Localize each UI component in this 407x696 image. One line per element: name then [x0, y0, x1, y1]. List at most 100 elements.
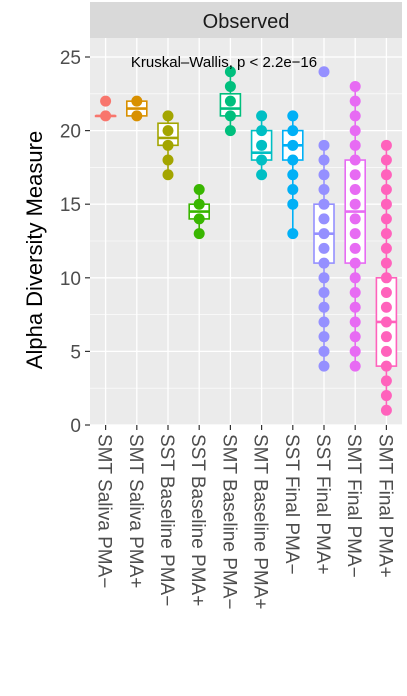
x-tick-label: SST Baseline PMA+ [187, 434, 208, 606]
data-point [318, 272, 330, 284]
data-point [162, 125, 174, 137]
data-point [349, 139, 361, 151]
data-point [349, 331, 361, 343]
data-point [318, 228, 330, 240]
data-point [287, 139, 299, 151]
data-point [380, 404, 392, 416]
x-tick-label: SMT Saliva PMA− [94, 434, 115, 588]
y-axis: 0 5 10 15 20 25 [60, 48, 90, 437]
data-point [349, 80, 361, 92]
data-point [287, 228, 299, 240]
data-point [380, 331, 392, 343]
box-group [344, 80, 367, 372]
data-point [349, 287, 361, 299]
y-tick-label: 10 [60, 269, 81, 290]
data-point [349, 345, 361, 357]
data-point [380, 183, 392, 195]
data-point [318, 345, 330, 357]
y-tick-label: 5 [70, 342, 81, 363]
y-axis-label: Alpha Diversity Measure [22, 131, 47, 369]
data-point [380, 213, 392, 225]
data-point [318, 139, 330, 151]
data-point [318, 154, 330, 166]
box-group [188, 183, 210, 240]
box-group [94, 95, 117, 122]
y-tick-label: 0 [70, 416, 81, 437]
y-tick-label: 15 [60, 195, 81, 216]
data-point [349, 169, 361, 181]
data-point [162, 169, 174, 181]
data-point [380, 242, 392, 254]
data-point [380, 198, 392, 210]
box-group [313, 66, 335, 372]
data-point [256, 154, 268, 166]
data-point [256, 125, 268, 137]
data-point [162, 139, 174, 151]
data-point [380, 139, 392, 151]
x-tick-label: SST Baseline PMA− [156, 434, 177, 606]
data-point [380, 257, 392, 269]
data-point [162, 110, 174, 122]
box-group [250, 110, 273, 181]
data-point [349, 242, 361, 254]
data-point [380, 390, 392, 402]
box-group [281, 110, 304, 240]
data-point [349, 95, 361, 107]
data-point [287, 110, 299, 122]
data-point [318, 257, 330, 269]
data-point [287, 198, 299, 210]
data-point [318, 198, 330, 210]
data-point [224, 80, 236, 92]
facet-title: Observed [203, 11, 290, 33]
data-point [349, 213, 361, 225]
data-point [287, 125, 299, 137]
facet-strip [90, 2, 402, 38]
data-point [318, 242, 330, 254]
data-point [287, 169, 299, 181]
data-point [193, 183, 205, 195]
data-point [224, 95, 236, 107]
data-point [349, 257, 361, 269]
data-point [349, 125, 361, 137]
data-point [224, 125, 236, 137]
data-point [380, 169, 392, 181]
data-point [256, 169, 268, 181]
data-point [131, 110, 143, 122]
data-point [349, 154, 361, 166]
data-point [193, 198, 205, 210]
data-point [100, 95, 112, 107]
data-point [349, 301, 361, 313]
data-point [224, 110, 236, 122]
data-point [256, 139, 268, 151]
data-point [193, 228, 205, 240]
x-tick-label: SMT Final PMA+ [374, 434, 395, 578]
data-point [224, 66, 236, 78]
x-tick-label: SST Final PMA+ [312, 434, 333, 575]
data-point [318, 331, 330, 343]
data-point [380, 154, 392, 166]
data-point [318, 316, 330, 328]
data-point [349, 110, 361, 122]
data-point [380, 345, 392, 357]
data-point [318, 183, 330, 195]
data-point [318, 301, 330, 313]
box-group [157, 110, 179, 181]
data-point [131, 95, 143, 107]
data-point [380, 316, 392, 328]
data-point [380, 301, 392, 313]
kruskal-annotation: Kruskal–Wallis, p < 2.2e−16 [131, 54, 317, 71]
data-point [318, 287, 330, 299]
box-group [375, 139, 398, 416]
data-point [349, 272, 361, 284]
data-point [380, 287, 392, 299]
box-group [219, 66, 242, 137]
data-point [318, 213, 330, 225]
x-axis: SMT Saliva PMA− SMT Saliva PMA+ SST Baseli… [94, 425, 395, 609]
data-point [380, 228, 392, 240]
y-tick-label: 25 [60, 48, 81, 69]
box-layer [94, 66, 398, 416]
x-tick-label: SMT Baseline PMA+ [250, 434, 271, 609]
data-point [318, 66, 330, 78]
data-point [162, 154, 174, 166]
